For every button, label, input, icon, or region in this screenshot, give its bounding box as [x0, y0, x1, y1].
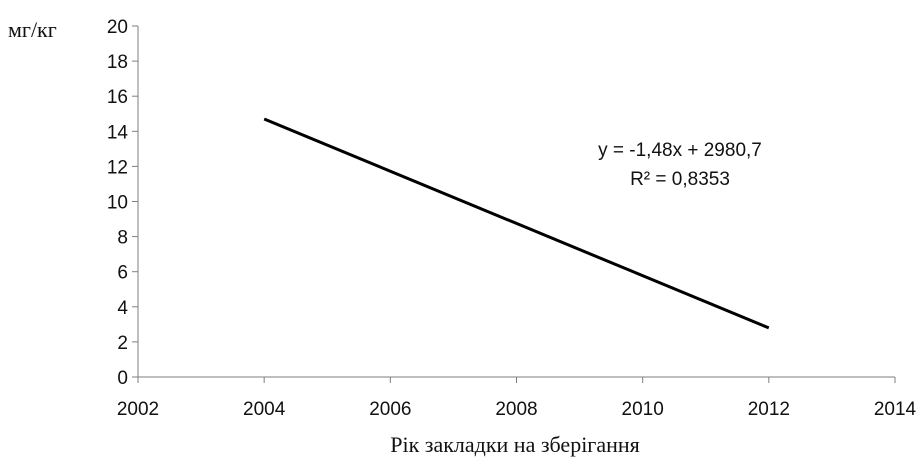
- x-tick-label: 2012: [748, 399, 790, 420]
- y-tick-label: 14: [107, 122, 129, 143]
- x-tick-label: 2010: [622, 399, 664, 420]
- r-squared-label: R² = 0,8353: [630, 169, 730, 190]
- y-tick-label: 10: [107, 193, 128, 214]
- y-tick-label: 6: [117, 263, 128, 284]
- y-tick-label: 4: [117, 298, 128, 319]
- x-axis: 2002 2004 2006 2008 2010 2012 2014: [117, 376, 917, 420]
- x-tick-label: 2002: [117, 399, 159, 420]
- x-tick-label: 2014: [874, 399, 917, 420]
- x-tick-label: 2004: [243, 399, 286, 420]
- y-tick-label: 8: [117, 228, 128, 249]
- x-axis-title: Рік закладки на зберігання: [390, 432, 640, 457]
- y-tick-label: 0: [117, 368, 128, 389]
- x-tick-label: 2006: [369, 399, 411, 420]
- y-tick-label: 18: [107, 52, 128, 73]
- series-group: [263, 117, 770, 330]
- y-tick-label: 16: [107, 87, 128, 108]
- y-tick-label: 2: [117, 333, 128, 354]
- y-tick-label: 12: [107, 157, 128, 178]
- trend-line-0: [263, 117, 770, 330]
- y-axis-title: мг/кг: [8, 17, 57, 42]
- x-tick-label: 2008: [495, 399, 537, 420]
- y-axis: 0 2 4 6 8 10 12 14 16 18 20: [107, 17, 139, 389]
- y-tick-label: 20: [107, 17, 128, 38]
- regression-equation: y = -1,48x + 2980,7: [598, 140, 762, 161]
